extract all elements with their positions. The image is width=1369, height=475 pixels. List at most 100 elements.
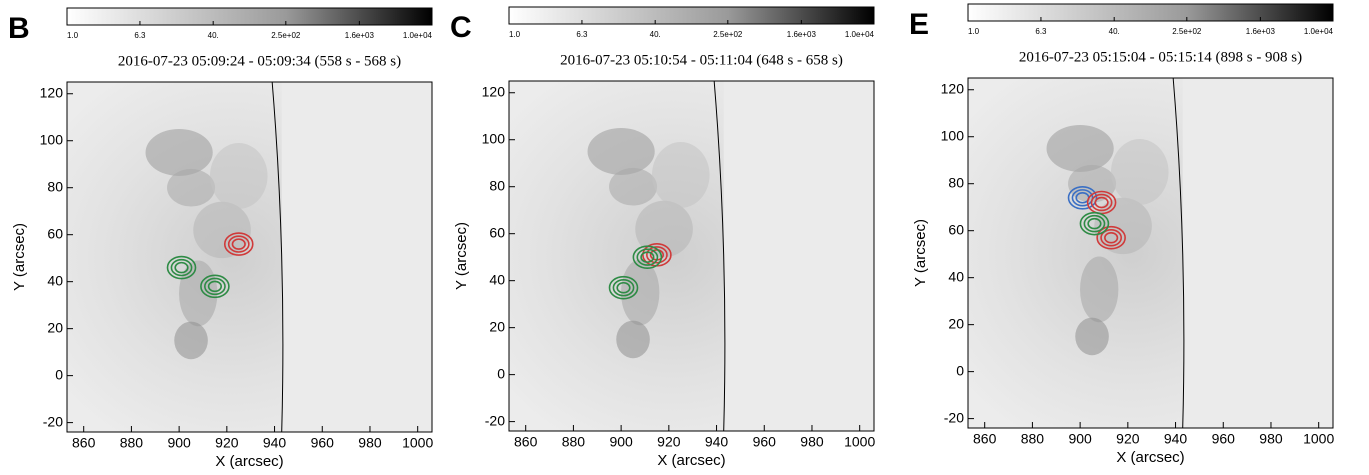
- x-tick-label: 980: [1259, 431, 1283, 447]
- plot-frame: [66, 81, 433, 433]
- image-feature: [587, 127, 655, 175]
- x-tick-label: 1000: [1303, 431, 1334, 447]
- x-tick-label: 860: [514, 434, 538, 450]
- y-tick-label: 120: [941, 80, 965, 96]
- image-feature: [193, 201, 251, 259]
- x-tick-label: 1000: [402, 435, 433, 451]
- contour-level: [174, 261, 189, 274]
- x-tick-label: 960: [753, 434, 777, 450]
- contour-level: [1100, 229, 1123, 247]
- colorbar-tick-label: 1.6e+03: [787, 30, 817, 39]
- colorbar-tick-label: 1.0e+04: [1304, 27, 1334, 36]
- panel-title: 2016-07-23 05:15:04 - 05:15:14 (898 s - …: [1019, 49, 1302, 65]
- y-tick-label: 20: [47, 319, 63, 335]
- y-tick-label: 0: [497, 365, 505, 381]
- y-tick-label: 40: [489, 271, 505, 287]
- y-tick-label: 0: [956, 362, 964, 378]
- colorbar-tick-label: 6.3: [1035, 27, 1047, 36]
- panel-title: 2016-07-23 05:09:24 - 05:09:34 (558 s - …: [118, 53, 401, 69]
- contour-level: [1096, 225, 1126, 250]
- disk-offlimb: [723, 81, 874, 431]
- image-feature: [635, 200, 693, 258]
- y-tick-label: 120: [482, 83, 506, 99]
- x-tick-label: 960: [1212, 431, 1236, 447]
- contour-level: [646, 246, 668, 264]
- y-axis-label: Y (arcsec): [453, 222, 470, 290]
- solar-limb: [1172, 77, 1185, 429]
- colorbar-tick-label: 1.6e+03: [345, 31, 375, 40]
- colorbar-tick-label: 1.0: [67, 31, 79, 40]
- x-tick-label: 900: [1068, 431, 1092, 447]
- y-tick-label: 100: [40, 131, 64, 147]
- y-tick-label: 20: [489, 318, 505, 334]
- colorbar-tick-label: 1.0e+04: [403, 31, 433, 40]
- colorbar: [508, 6, 875, 25]
- solar-limb: [271, 81, 284, 433]
- panel: C 1.0 6.3 40. 2.5e+02 1.6e+03 1.0e+04 2016-07-2…: [450, 6, 875, 469]
- disk-offlimb: [281, 82, 432, 432]
- y-tick-label: 20: [948, 315, 964, 331]
- x-tick-label: 880: [1021, 431, 1045, 447]
- y-tick-label: 80: [489, 177, 505, 193]
- y-tick-label: 60: [948, 221, 964, 237]
- colorbar-tick-label: 2.5e+02: [713, 30, 743, 39]
- contour-level: [612, 278, 635, 297]
- x-tick-label: 920: [1116, 431, 1140, 447]
- colorbar-tick-label: 6.3: [134, 31, 146, 40]
- x-tick-label: 1000: [844, 434, 875, 450]
- plot-frame: [967, 77, 1334, 429]
- x-tick-label: 860: [973, 431, 997, 447]
- x-tick-label: 940: [263, 435, 287, 451]
- colorbar-tick-label: 40.: [208, 31, 219, 40]
- colorbar-tick-label: 6.3: [576, 30, 588, 39]
- x-tick-label: 980: [800, 434, 824, 450]
- solar-limb: [713, 80, 726, 432]
- image-feature: [616, 320, 650, 359]
- y-tick-label: 100: [482, 130, 506, 146]
- y-tick-label: 0: [55, 366, 63, 382]
- y-tick-label: 100: [941, 127, 965, 143]
- image-feature: [1080, 256, 1119, 323]
- panel-letter: C: [450, 11, 472, 44]
- source-contour: [166, 255, 197, 280]
- panel: B 1.0 6.3 40. 2.5e+02 1.6e+03 1.0e+04 2016-07-2…: [8, 7, 433, 470]
- image-feature: [1046, 124, 1114, 172]
- image-feature: [145, 128, 213, 176]
- image-feature: [1110, 139, 1169, 205]
- x-tick-label: 920: [215, 435, 239, 451]
- image-feature: [651, 142, 710, 208]
- colorbar-tick-label: 1.0e+04: [845, 30, 875, 39]
- contour-level: [636, 248, 659, 266]
- contour-level: [608, 275, 639, 300]
- contour-level: [170, 258, 193, 277]
- y-axis-label: Y (arcsec): [11, 223, 28, 291]
- y-tick-label: 80: [47, 178, 63, 194]
- panel: E 1.0 6.3 40. 2.5e+02 1.6e+03 1.0e+04 2016-07-2…: [909, 3, 1334, 466]
- colorbar-tick-label: 2.5e+02: [271, 31, 301, 40]
- plot-frame: [508, 80, 875, 432]
- x-tick-label: 860: [72, 435, 96, 451]
- x-tick-label: 940: [1164, 431, 1188, 447]
- x-tick-label: 980: [358, 435, 382, 451]
- y-axis-label: Y (arcsec): [912, 219, 929, 287]
- x-tick-label: 900: [167, 435, 191, 451]
- source-contour: [608, 275, 639, 300]
- image-feature: [1075, 317, 1109, 356]
- contour-level: [616, 281, 631, 294]
- x-axis-label: X (arcsec): [1116, 449, 1184, 466]
- y-tick-label: -20: [43, 413, 63, 429]
- source-contour: [1079, 211, 1110, 236]
- image-feature: [174, 321, 208, 360]
- y-tick-label: -20: [944, 409, 964, 425]
- x-axis-label: X (arcsec): [657, 452, 725, 469]
- panel-title: 2016-07-23 05:10:54 - 05:11:04 (648 s - …: [560, 52, 843, 68]
- source-contour: [223, 232, 254, 256]
- x-tick-label: 880: [562, 434, 586, 450]
- colorbar: [967, 3, 1334, 22]
- colorbar-tick-label: 40.: [1109, 27, 1120, 36]
- contour-level: [227, 235, 250, 253]
- contour-level: [1104, 231, 1119, 244]
- contour-level: [1090, 193, 1113, 212]
- panel-letter: E: [909, 8, 929, 41]
- source-contour: [632, 245, 663, 269]
